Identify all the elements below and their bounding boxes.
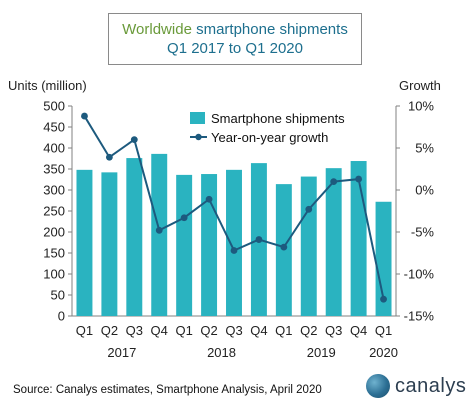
y-tick-label: 0 <box>58 309 65 324</box>
shipment-bar <box>375 201 392 316</box>
legend-bar-label: Smartphone shipments <box>211 111 345 126</box>
y2-tick-label: -15% <box>404 309 435 324</box>
y-tick-label: 500 <box>43 99 65 114</box>
logo-mark-icon <box>366 374 390 398</box>
x-year-label: 2019 <box>307 345 336 360</box>
shipment-bar <box>201 174 218 316</box>
y2-tick-label: 5% <box>415 141 434 156</box>
y-tick-label: 250 <box>43 204 65 219</box>
chart-plot: 0 50 100 150 200 250 300 350 400 450 500 -15% -10% -5… <box>43 99 435 361</box>
chart-title: smartphone shipments <box>196 21 348 38</box>
growth-point <box>255 236 263 243</box>
y-tick-label: 100 <box>43 267 65 282</box>
growth-point <box>380 295 387 303</box>
y2-tick-label: -5% <box>411 225 435 240</box>
shipment-bar <box>126 158 143 316</box>
logo-text: canalys <box>395 374 467 397</box>
y-tick-label: 200 <box>43 225 65 240</box>
canalys-logo: canalys <box>366 374 466 398</box>
x-tick-label: Q4 <box>151 323 168 338</box>
shipment-bar <box>226 169 242 316</box>
shipment-bar <box>300 176 317 316</box>
x-tick-label: Q1 <box>76 323 93 338</box>
shipment-bar <box>101 172 118 316</box>
growth-point <box>130 136 138 144</box>
legend-line-label: Year-on-year growth <box>211 130 328 145</box>
x-year-label: 2017 <box>107 345 136 360</box>
y-tick-label: 400 <box>43 141 65 156</box>
y-axis-title: Units (million) <box>8 78 87 93</box>
shipment-bar <box>76 169 93 316</box>
growth-point <box>155 226 163 234</box>
y-tick-label: 50 <box>51 288 65 303</box>
chart-title-box: Worldwide smartphone shipments Q1 2017 t… <box>108 13 362 65</box>
growth-point <box>81 112 88 120</box>
growth-point <box>355 175 363 183</box>
growth-point <box>280 243 288 251</box>
growth-point <box>180 214 188 222</box>
y2-tick-label: 10% <box>408 99 434 114</box>
shipment-bar <box>176 174 193 316</box>
growth-point <box>105 153 113 161</box>
y2-tick-label: -10% <box>404 267 435 282</box>
x-tick-label: Q2 <box>300 323 317 338</box>
growth-point <box>305 205 313 213</box>
x-tick-label: Q4 <box>250 323 267 338</box>
shipment-bar <box>325 168 342 316</box>
x-tick-label: Q1 <box>275 323 292 338</box>
y-tick-label: 450 <box>43 120 65 135</box>
y-tick-label: 150 <box>43 246 65 261</box>
y-tick-label: 350 <box>43 162 65 177</box>
shipment-bar <box>151 153 168 316</box>
x-year-label: 2020 <box>369 345 398 360</box>
x-tick-label: Q2 <box>200 323 217 338</box>
x-tick-label: Q4 <box>350 323 367 338</box>
source-note: Source: Canalys estimates, Smartphone An… <box>13 384 322 396</box>
x-tick-label: Q1 <box>375 323 392 338</box>
growth-point <box>230 247 238 254</box>
legend-bar-swatch <box>190 112 205 124</box>
chart-title-highlight: Worldwide <box>122 21 192 38</box>
chart-subtitle: Q1 2017 to Q1 2020 <box>167 40 303 57</box>
y-tick-label: 300 <box>43 183 65 198</box>
shipment-bar <box>350 161 367 316</box>
x-tick-label: Q3 <box>325 323 342 338</box>
x-tick-label: Q3 <box>126 323 143 338</box>
x-tick-label: Q2 <box>101 323 118 338</box>
x-year-label: 2018 <box>207 345 236 360</box>
x-tick-label: Q3 <box>225 323 242 338</box>
y2-tick-label: 0% <box>415 183 434 198</box>
growth-point <box>205 195 213 203</box>
y2-axis-title: Growth <box>399 78 441 93</box>
growth-point <box>330 178 338 186</box>
x-tick-label: Q1 <box>175 323 192 338</box>
legend-line-marker <box>195 133 202 141</box>
